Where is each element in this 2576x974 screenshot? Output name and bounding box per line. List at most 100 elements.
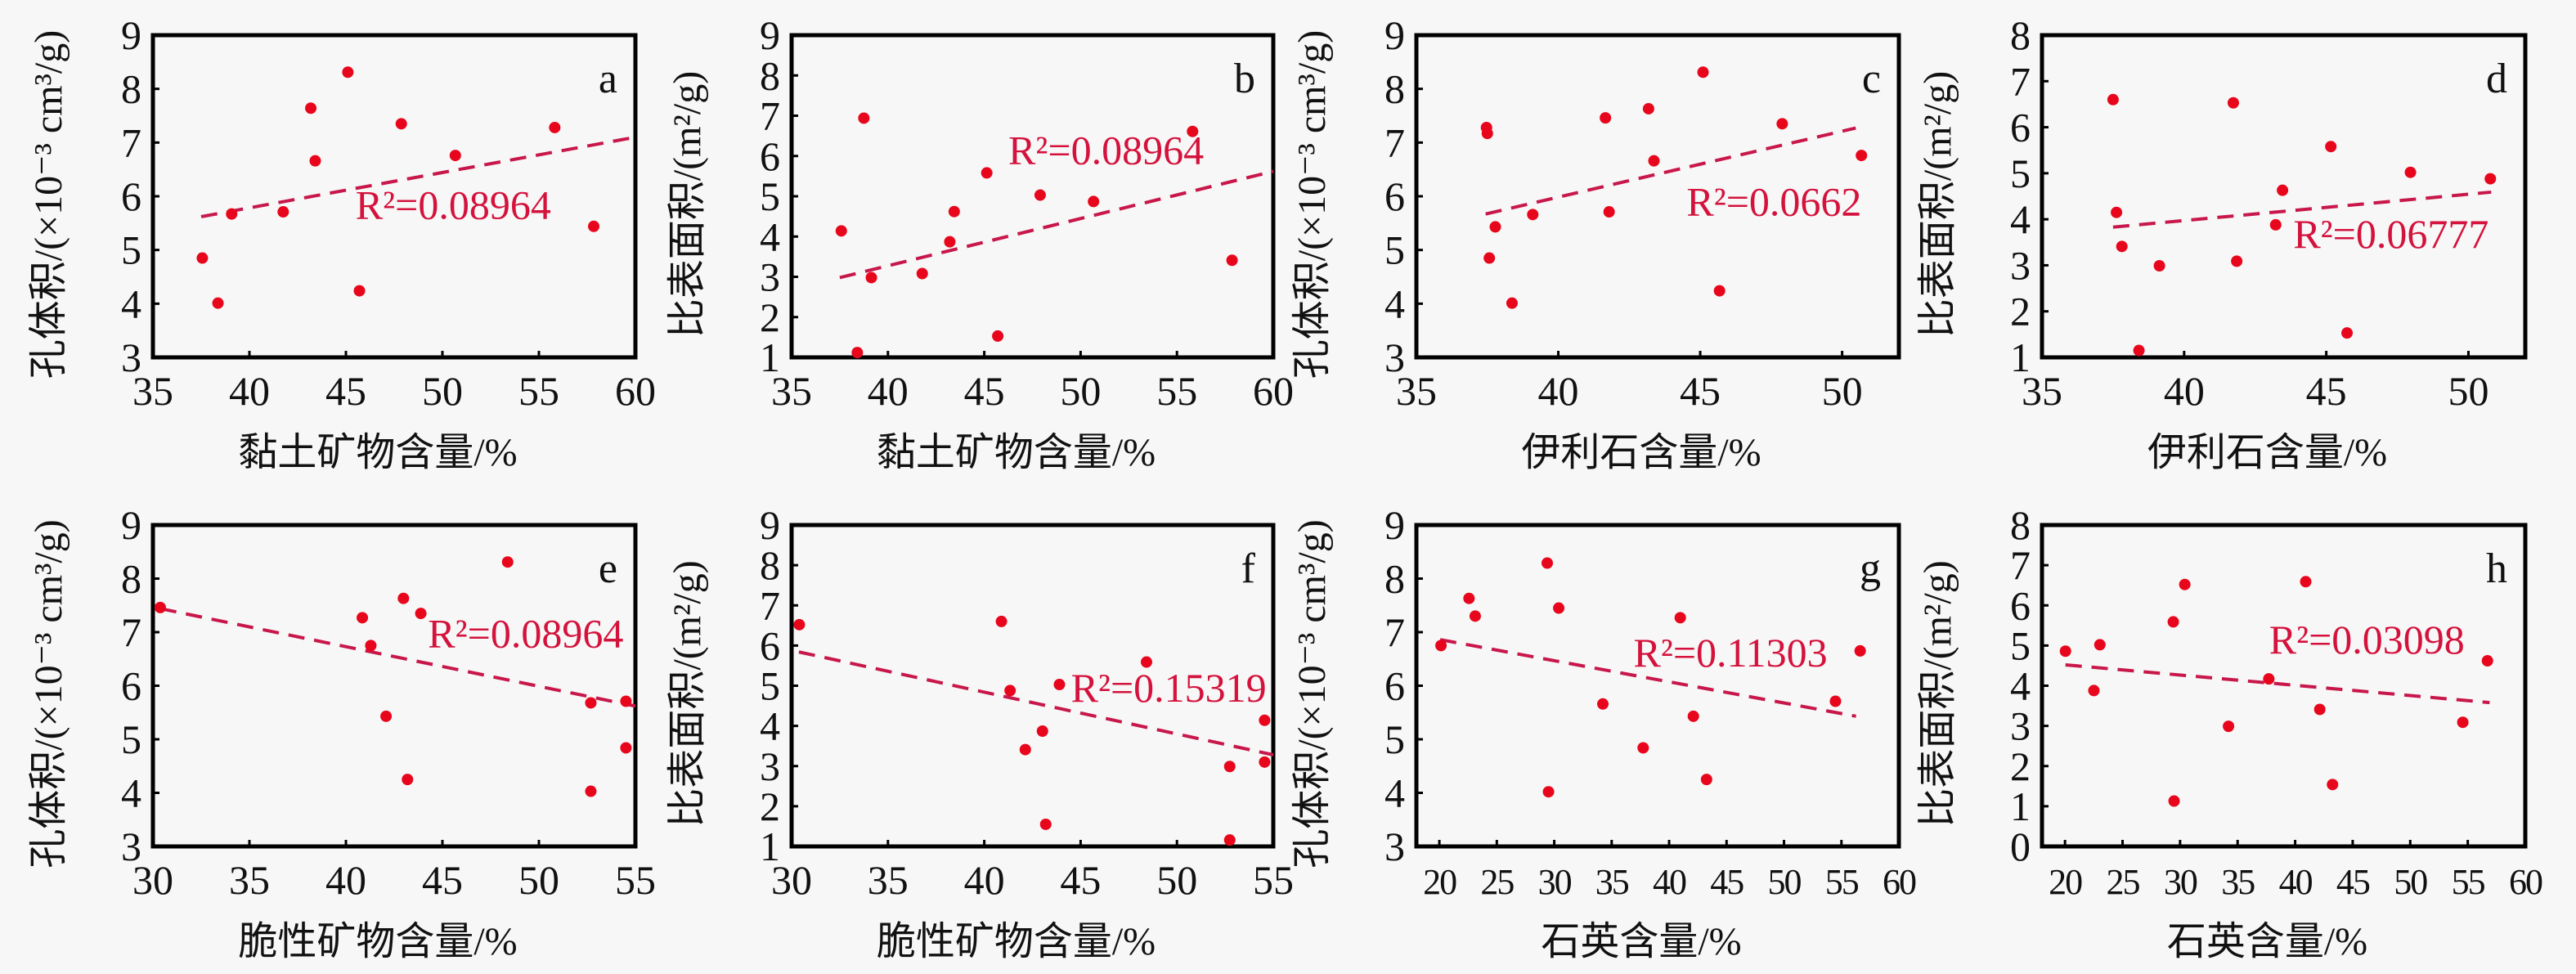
- plot-frame: [789, 33, 1276, 360]
- y-tick-label: 9: [121, 502, 141, 548]
- data-point: [2059, 645, 2071, 658]
- y-tick-label: 7: [2010, 542, 2031, 588]
- y-tick-label: 4: [2010, 196, 2031, 242]
- data-point: [277, 206, 289, 218]
- data-point: [2263, 673, 2275, 685]
- x-tick-label: 30: [2164, 862, 2197, 902]
- x-tick-label: 35: [1595, 862, 1629, 902]
- y-tick-label: 3: [121, 334, 141, 380]
- data-point: [2167, 616, 2179, 628]
- x-tick-label: 30: [771, 857, 812, 903]
- x-tick-label: 40: [868, 368, 909, 414]
- panel-letter: c: [1862, 56, 1881, 102]
- data-point: [415, 608, 427, 620]
- x-tick-label: 40: [229, 368, 270, 414]
- data-point: [549, 121, 561, 133]
- y-tick-label: 5: [760, 663, 780, 709]
- data-point: [995, 615, 1008, 627]
- y-tick-label: 7: [760, 582, 780, 628]
- panel-letter: e: [599, 545, 617, 592]
- x-tick-label: 25: [1480, 862, 1514, 902]
- data-point: [851, 347, 864, 359]
- data-point: [1642, 102, 1654, 114]
- y-tick-label: 8: [2010, 12, 2031, 58]
- data-point: [1553, 602, 1565, 614]
- data-point: [585, 785, 597, 797]
- x-tick-label: 50: [1822, 368, 1863, 414]
- y-tick-label: 8: [1384, 66, 1405, 112]
- data-point: [1674, 612, 1686, 624]
- panel-letter: h: [2486, 545, 2507, 592]
- data-point: [226, 208, 238, 220]
- trend-line: [2112, 190, 2492, 229]
- y-tick-label: 8: [1384, 556, 1405, 602]
- data-point: [2179, 578, 2191, 590]
- data-point: [1259, 756, 1271, 768]
- data-point: [1527, 209, 1539, 221]
- data-point: [196, 252, 209, 264]
- data-point: [1687, 710, 1699, 722]
- data-point: [1187, 125, 1199, 137]
- y-tick-label: 2: [760, 294, 780, 340]
- y-tick-label: 1: [760, 824, 780, 869]
- y-tick-label: 4: [1384, 281, 1405, 326]
- y-tick-label: 5: [1384, 716, 1405, 762]
- data-point: [1053, 679, 1066, 691]
- data-point: [835, 225, 847, 237]
- data-point: [1700, 774, 1712, 786]
- y-tick-label: 7: [121, 609, 141, 655]
- y-tick-label: 3: [121, 824, 141, 869]
- x-axis-title: 脆性矿物含量/%: [877, 920, 1156, 963]
- data-point: [620, 742, 632, 754]
- data-point: [2133, 344, 2145, 357]
- panel-letter: f: [1241, 545, 1256, 592]
- trend-line: [159, 607, 636, 708]
- y-tick-label: 6: [2010, 105, 2031, 150]
- x-tick-label: 40: [1538, 368, 1579, 414]
- plot-frame: [2040, 33, 2528, 360]
- y-tick-label: 5: [2010, 622, 2031, 668]
- x-tick-label: 40: [1653, 862, 1686, 902]
- x-tick-label: 55: [2452, 862, 2485, 902]
- data-point: [2481, 655, 2493, 667]
- y-tick-label: 6: [121, 663, 141, 709]
- y-tick-label: 4: [760, 213, 780, 259]
- panel-letter: a: [599, 56, 617, 102]
- x-tick-label: 50: [518, 857, 559, 903]
- y-tick-label: 6: [760, 622, 780, 668]
- data-point: [1036, 725, 1048, 738]
- data-point: [402, 774, 414, 786]
- y-tick-label: 8: [760, 52, 780, 98]
- y-tick-label: 4: [121, 770, 141, 816]
- data-point: [588, 220, 600, 232]
- x-tick-label: 25: [2107, 862, 2140, 902]
- data-point: [1034, 189, 1046, 201]
- x-tick-label: 40: [2164, 368, 2205, 414]
- x-tick-label: 35: [1396, 368, 1437, 414]
- x-tick-label: 45: [2306, 368, 2347, 414]
- y-axis-title: 孔体积/(×10⁻³ cm³/g): [27, 30, 70, 379]
- x-tick-label: 45: [964, 368, 1005, 414]
- y-tick-label: 6: [121, 173, 141, 219]
- y-tick-label: 3: [2010, 703, 2031, 749]
- y-tick-label: 9: [1384, 502, 1405, 548]
- data-point: [1542, 786, 1555, 798]
- data-point: [501, 556, 514, 568]
- data-point: [981, 167, 993, 179]
- data-point: [357, 612, 369, 624]
- y-tick-label: 5: [1384, 227, 1405, 273]
- y-tick-label: 1: [2010, 334, 2031, 380]
- x-axis-title: 黏土矿物含量/%: [877, 431, 1156, 474]
- x-tick-label: 60: [615, 368, 656, 414]
- y-tick-label: 9: [760, 502, 780, 548]
- panel-letter: b: [1234, 56, 1255, 102]
- y-axis-title: 比表面积/(m²/g): [1916, 71, 1959, 338]
- data-point: [154, 601, 166, 613]
- trend-line: [839, 169, 1274, 280]
- x-tick-label: 35: [2022, 368, 2062, 414]
- data-point: [1483, 252, 1496, 264]
- data-point: [309, 155, 321, 167]
- y-tick-label: 9: [1384, 12, 1405, 58]
- plot-frame: [150, 523, 638, 849]
